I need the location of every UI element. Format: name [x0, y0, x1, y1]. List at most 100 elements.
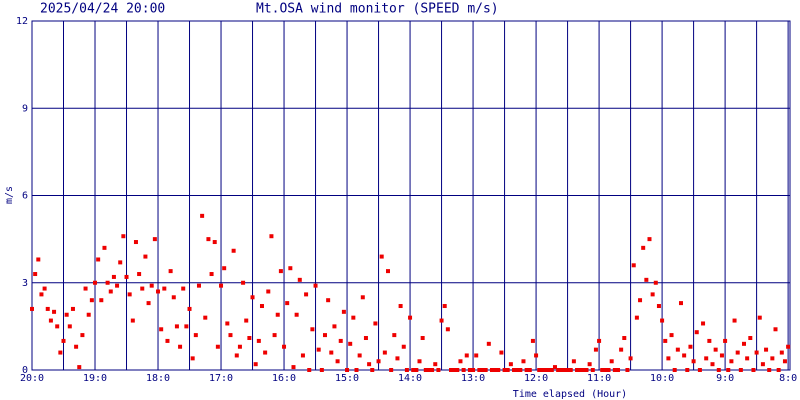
data-point: [770, 356, 775, 361]
data-point: [187, 306, 192, 311]
data-point: [524, 368, 529, 372]
data-point: [162, 286, 167, 291]
data-point: [760, 362, 765, 367]
data-point: [115, 283, 120, 288]
data-point: [52, 309, 57, 314]
data-point: [133, 240, 138, 245]
data-point: [237, 344, 242, 349]
data-point: [392, 333, 397, 338]
data-point: [587, 362, 592, 367]
data-point: [719, 353, 724, 358]
data-point: [193, 333, 198, 338]
data-point: [300, 353, 305, 358]
x-tick-label: 19:0: [83, 373, 107, 384]
data-point: [480, 368, 485, 372]
data-point: [234, 353, 239, 358]
data-point: [779, 350, 784, 355]
data-point: [319, 368, 324, 372]
data-point: [486, 341, 491, 346]
data-point: [537, 368, 542, 372]
data-point: [386, 269, 391, 274]
data-point: [738, 368, 743, 372]
data-point: [600, 368, 605, 372]
data-point: [105, 280, 110, 285]
data-point: [357, 353, 362, 358]
data-point: [348, 341, 353, 346]
data-point: [275, 312, 280, 317]
data-point: [382, 350, 387, 355]
data-point: [124, 274, 129, 279]
data-point: [606, 368, 611, 372]
data-point: [669, 333, 674, 338]
x-tick-label: 10:0: [650, 373, 674, 384]
data-point: [597, 338, 602, 343]
data-point: [477, 368, 482, 372]
data-point: [474, 353, 479, 358]
data-point: [615, 368, 620, 372]
data-point: [515, 368, 520, 372]
data-point: [496, 368, 501, 372]
data-point: [215, 344, 220, 349]
x-tick-label: 12:0: [524, 373, 548, 384]
data-point: [379, 254, 384, 259]
data-point: [338, 338, 343, 343]
data-point: [149, 283, 154, 288]
data-point: [461, 368, 466, 372]
data-point: [675, 347, 680, 352]
data-point: [685, 368, 690, 372]
data-point: [171, 295, 176, 300]
data-point: [502, 368, 507, 372]
data-point: [190, 356, 195, 361]
data-point: [200, 213, 205, 218]
data-point: [174, 324, 179, 329]
data-point: [259, 304, 264, 309]
data-point: [42, 286, 47, 291]
data-point: [404, 368, 409, 372]
data-point: [439, 318, 444, 323]
data-point: [118, 260, 123, 265]
data-point: [395, 356, 400, 361]
data-point: [266, 289, 271, 294]
chart-title: Mt.OSA wind monitor (SPEED m/s): [256, 2, 499, 17]
data-point: [196, 283, 201, 288]
data-point: [121, 234, 126, 239]
data-point: [367, 362, 372, 367]
data-point: [231, 248, 236, 253]
data-point: [704, 356, 709, 361]
data-point: [527, 368, 532, 372]
data-point: [782, 359, 787, 364]
data-point: [401, 344, 406, 349]
data-point: [499, 350, 504, 355]
data-point: [77, 365, 82, 370]
data-point: [688, 344, 693, 349]
data-point: [420, 336, 425, 341]
x-tick-label: 11:0: [587, 373, 611, 384]
data-point: [442, 304, 447, 309]
data-point: [373, 321, 378, 326]
data-point: [297, 277, 302, 282]
data-point: [282, 344, 287, 349]
data-point: [726, 368, 731, 372]
data-point: [326, 298, 331, 303]
data-point: [710, 362, 715, 367]
x-tick-label: 8:0: [779, 373, 797, 384]
data-point: [455, 368, 460, 372]
data-point: [559, 368, 564, 372]
data-point: [653, 280, 658, 285]
y-tick-label: 0: [22, 365, 28, 376]
data-point: [222, 266, 227, 271]
data-point: [159, 327, 164, 332]
data-point: [751, 368, 756, 372]
data-point: [489, 368, 494, 372]
data-point: [530, 338, 535, 343]
data-point: [716, 368, 721, 372]
data-point: [398, 304, 403, 309]
data-point: [414, 368, 419, 372]
data-point: [764, 347, 769, 352]
x-axis-label: Time elapsed (Hour): [513, 389, 627, 400]
x-tick-label: 18:0: [146, 373, 170, 384]
data-point: [650, 292, 655, 297]
data-point: [329, 350, 334, 355]
data-point: [568, 368, 573, 372]
data-point: [660, 318, 665, 323]
